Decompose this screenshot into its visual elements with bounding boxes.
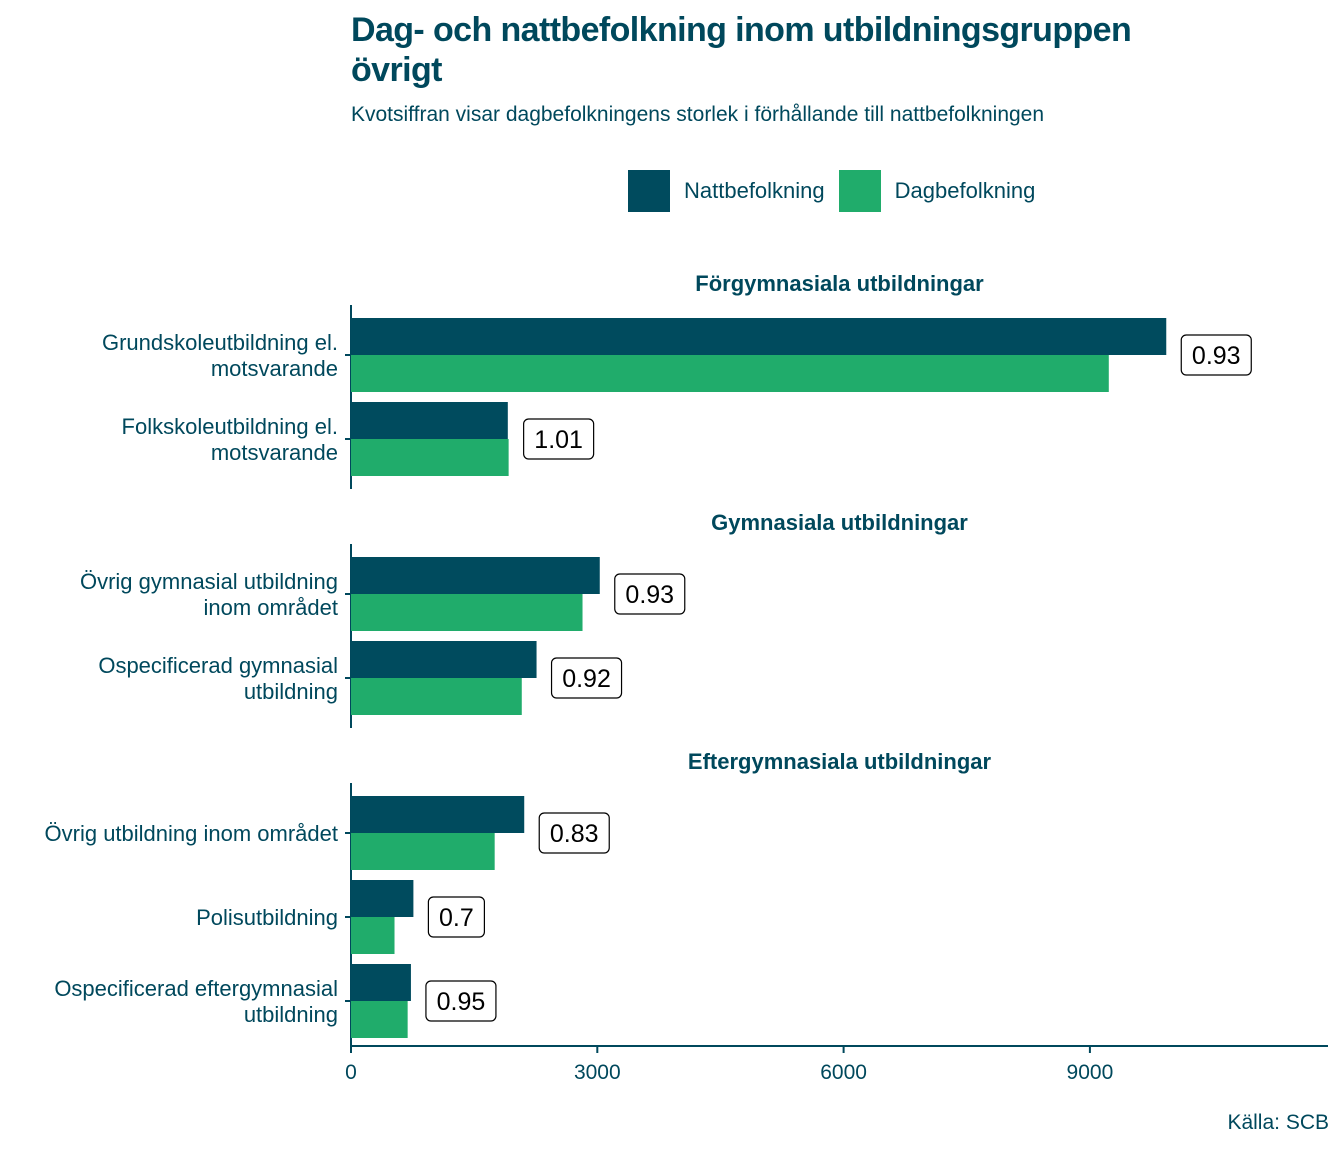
bar-dagbefolkning-folkskoleutbildning-el-motsvarande [351,439,509,476]
ratio-label: 0.7 [439,904,474,932]
category-label: inom området [203,595,338,620]
bar-dagbefolkning-ospecificerad-gymnasial-utbildning [351,678,522,715]
chart-title: Dag- och nattbefolkning inom utbildnings… [351,11,1132,89]
legend-label-nattbefolkning: Nattbefolkning [684,178,825,203]
category-label: Folkskoleutbildning el. [122,414,338,439]
ratio-label-box [550,657,623,699]
panel-title-forgymnasiala-utbildningar: Förgymnasiala utbildningar [695,271,984,296]
x-tick-label: 3000 [574,1061,621,1084]
legend-swatch-dagbefolkning [838,170,881,212]
bar-dagbefolkning-ovrig-gymnasial-utbildning-inom-omradet [351,594,583,631]
ratio-label: 1.01 [534,426,583,454]
legend-label-dagbefolkning: Dagbefolkning [894,178,1036,203]
bar-nattbefolkning-ospecificerad-gymnasial-utbildning [351,641,537,678]
category-label: Övrig gymnasial utbildning [80,569,338,594]
category-label: utbildning [244,1002,338,1027]
ratio-label: 0.92 [562,665,611,693]
legend-item-nattbefolkning: Nattbefolkning [628,170,825,212]
category-label: motsvarande [211,440,338,465]
ratio-label: 0.93 [625,581,674,609]
bar-dagbefolkning-ospecificerad-eftergymnasial-utbildning [351,1001,408,1038]
category-label: Ospecificerad gymnasial [98,653,338,678]
ratio-label-box [1180,334,1252,376]
category-label: Polisutbildning [196,905,338,930]
bar-nattbefolkning-grundskoleutbildning-el-motsvarande [351,318,1167,355]
ratio-label: 0.93 [1192,342,1241,370]
category-label: Grundskoleutbildning el. [102,330,338,355]
bar-nattbefolkning-polisutbildning [351,880,414,917]
ratio-label-box [614,573,686,615]
bar-nattbefolkning-ospecificerad-eftergymnasial-utbildning [351,964,411,1001]
ratio-label-box [523,418,595,460]
ratio-label-box [425,980,497,1022]
bar-dagbefolkning-ovrig-utbildning-inom-omradet [351,833,495,870]
x-tick-label: 0 [345,1061,357,1084]
panel-title-gymnasiala-utbildningar: Gymnasiala utbildningar [711,510,968,535]
bar-dagbefolkning-polisutbildning [351,917,395,954]
ratio-label-box [427,896,485,938]
x-tick-label: 9000 [1067,1061,1114,1084]
ratio-label: 0.83 [550,820,599,848]
x-tick-label: 6000 [820,1061,867,1084]
bar-nattbefolkning-folkskoleutbildning-el-motsvarande [351,402,508,439]
category-label: Övrig utbildning inom området [45,821,338,846]
panel-title-eftergymnasiala-utbildningar: Eftergymnasiala utbildningar [688,749,992,774]
legend: Nattbefolkning Dagbefolkning [628,170,1049,212]
chart-subtitle: Kvotsiffran visar dagbefolkningens storl… [351,103,1045,126]
bar-dagbefolkning-grundskoleutbildning-el-motsvarande [351,355,1109,392]
category-label: utbildning [244,679,338,704]
source-note: Källa: SCB [1227,1111,1329,1134]
ratio-label: 0.95 [437,988,486,1016]
bar-nattbefolkning-ovrig-gymnasial-utbildning-inom-omradet [351,557,600,594]
bar-nattbefolkning-ovrig-utbildning-inom-omradet [351,796,525,833]
ratio-label-box [538,812,610,854]
legend-item-dagbefolkning: Dagbefolkning [838,170,1036,212]
category-label: motsvarande [211,356,338,381]
legend-swatch-nattbefolkning [628,170,670,212]
category-label: Ospecificerad eftergymnasial [54,976,338,1001]
